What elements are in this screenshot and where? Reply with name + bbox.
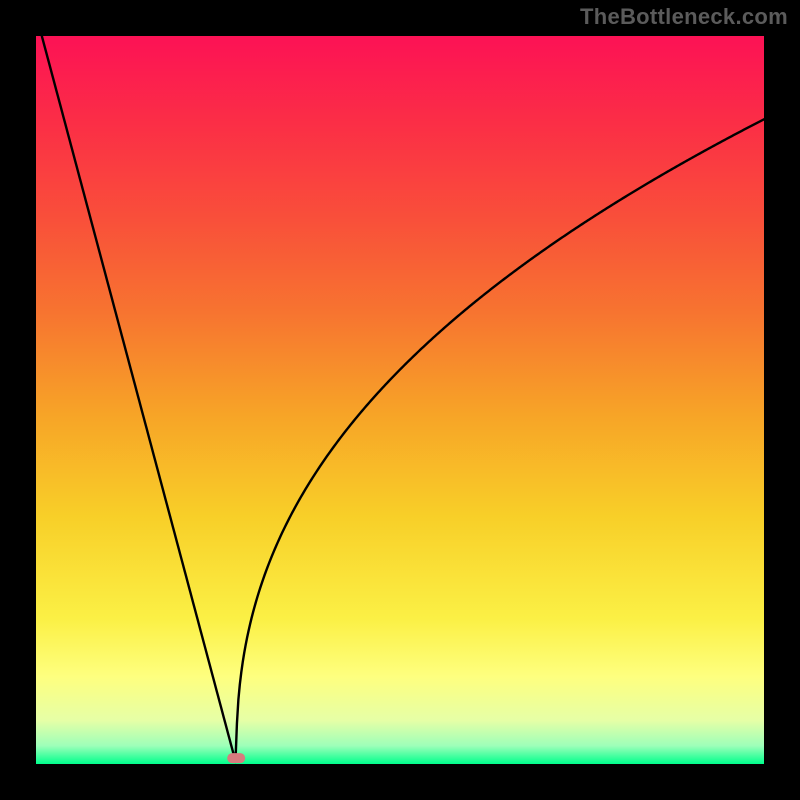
chart-container: TheBottleneck.com [0,0,800,800]
minimum-marker [227,753,245,763]
watermark-text: TheBottleneck.com [580,4,788,30]
plot-gradient [36,36,764,764]
chart-svg [0,0,800,800]
